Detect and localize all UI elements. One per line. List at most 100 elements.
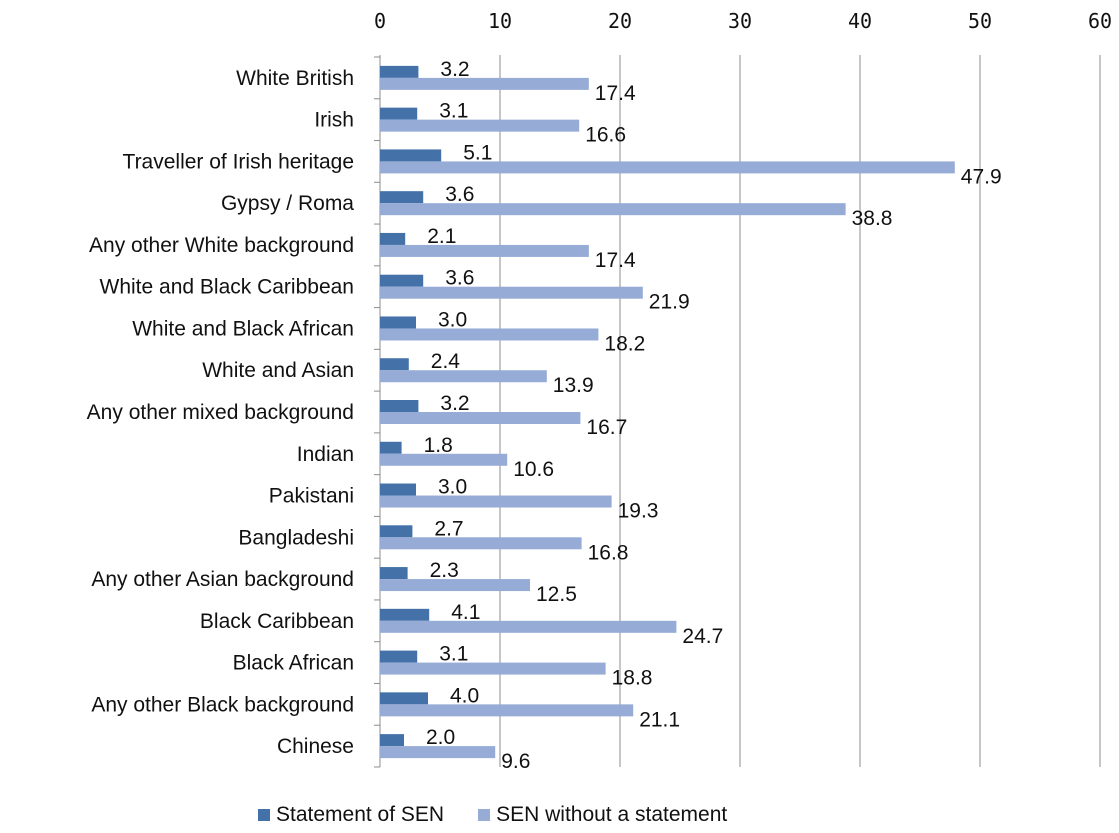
legend-label-series-1: Statement of SEN	[276, 803, 445, 826]
category-label: Chinese	[277, 735, 354, 758]
gridlines	[374, 55, 1101, 768]
bar-statement	[380, 608, 430, 621]
category-label: White British	[236, 67, 354, 90]
data-label-without-statement: 47.9	[961, 165, 1002, 188]
bar-statement	[380, 650, 418, 663]
bar-statement	[380, 358, 409, 371]
data-label-statement: 3.1	[439, 100, 468, 123]
data-label-statement: 4.1	[451, 601, 480, 624]
bar-without-statement	[380, 704, 634, 717]
category-label: Any other mixed background	[87, 401, 354, 424]
x-tick-label: 10	[488, 9, 512, 33]
category-label: Indian	[297, 443, 354, 466]
bar-statement	[380, 232, 406, 245]
bar-without-statement	[380, 244, 589, 257]
x-tick-label: 40	[848, 9, 872, 33]
category-label: Irish	[314, 109, 354, 132]
legend-swatch-series-2	[478, 809, 491, 821]
data-label-statement: 2.4	[431, 350, 461, 373]
bar-without-statement	[380, 746, 496, 759]
data-label-statement: 3.6	[445, 267, 474, 290]
bar-without-statement	[380, 161, 955, 174]
data-label-without-statement: 16.7	[586, 416, 627, 439]
bar-without-statement	[380, 286, 643, 299]
data-label-without-statement: 24.7	[682, 625, 723, 648]
category-label: White and Asian	[202, 359, 354, 382]
bar-statement	[380, 567, 408, 580]
data-label-without-statement: 18.2	[604, 332, 645, 355]
category-label: White and Black Caribbean	[100, 276, 354, 299]
data-label-without-statement: 18.8	[612, 667, 653, 690]
bar-statement	[380, 316, 416, 329]
x-tick-label: 0	[374, 9, 386, 33]
data-label-statement: 3.6	[445, 183, 474, 206]
legend-item-series-2: SEN without a statement	[478, 803, 727, 827]
data-label-without-statement: 17.4	[595, 249, 636, 272]
x-tick-label: 20	[608, 9, 632, 33]
bar-statement	[380, 525, 413, 538]
bar-without-statement	[380, 495, 612, 508]
category-label: Pakistani	[269, 485, 354, 508]
bar-statement	[380, 441, 402, 454]
legend: Statement of SEN SEN without a statement	[258, 803, 727, 827]
bar-statement	[380, 107, 418, 120]
bar-without-statement	[380, 662, 606, 675]
data-label-without-statement: 16.6	[585, 124, 626, 147]
data-label-statement: 1.8	[424, 434, 453, 457]
data-label-statement: 5.1	[463, 141, 492, 164]
category-label: Black African	[233, 652, 354, 675]
x-tick-label: 60	[1088, 9, 1112, 33]
bar-without-statement	[380, 203, 846, 216]
x-tick-labels: 0 10 20 30 40 50 60	[374, 9, 1112, 33]
data-label-without-statement: 19.3	[618, 500, 659, 523]
data-label-without-statement: 21.1	[639, 708, 680, 731]
category-label: Any other Asian background	[91, 568, 354, 591]
legend-swatch-series-1	[258, 809, 270, 821]
bar-without-statement	[380, 328, 599, 341]
category-label: Gypsy / Roma	[221, 192, 354, 215]
bar-statement	[380, 734, 404, 747]
bar-statement	[380, 65, 419, 78]
bar-statement	[380, 400, 419, 412]
data-label-without-statement: 10.6	[513, 458, 554, 481]
data-label-without-statement: 16.8	[588, 541, 629, 564]
category-label: Traveller of Irish heritage	[123, 150, 354, 173]
data-label-statement: 3.2	[440, 392, 469, 415]
bar-statement	[380, 149, 442, 162]
x-tick-label: 50	[968, 9, 992, 33]
data-label-without-statement: 13.9	[553, 374, 594, 397]
data-label-statement: 3.1	[439, 643, 468, 666]
data-label-statement: 2.7	[434, 517, 463, 540]
bar-without-statement	[380, 537, 582, 550]
data-label-statement: 3.0	[438, 476, 467, 499]
data-label-statement: 4.0	[450, 684, 479, 707]
data-label-without-statement: 38.8	[852, 207, 893, 230]
bar-without-statement	[380, 453, 508, 466]
bar-without-statement	[380, 77, 589, 90]
bar-chart: 0 10 20 30 40 50 60 White British Irish Travelle…	[87, 9, 1112, 773]
bar-statement	[380, 274, 424, 287]
category-labels: White British Irish Traveller of Irish her…	[87, 67, 355, 758]
legend-item-series-1: Statement of SEN	[258, 803, 444, 827]
data-label-without-statement: 9.6	[501, 750, 530, 773]
category-label: Black Caribbean	[200, 610, 354, 633]
data-label-statement: 3.0	[438, 308, 467, 331]
bar-without-statement	[380, 370, 547, 383]
bar-statement	[380, 483, 416, 496]
data-label-without-statement: 21.9	[649, 291, 690, 314]
bar-statement	[380, 191, 424, 204]
category-label: Any other White background	[89, 234, 354, 257]
data-label-without-statement: 17.4	[595, 82, 636, 105]
data-label-without-statement: 12.5	[536, 583, 577, 606]
bar-without-statement	[380, 412, 581, 424]
data-label-statement: 2.3	[430, 559, 459, 582]
data-labels: 3.2 17.4 3.1 16.6 5.1 47.9 3.6 38.8 2.1 17.4 3.6 21…	[424, 58, 1002, 773]
bar-without-statement	[380, 119, 580, 132]
bar-statement	[380, 692, 428, 705]
bars	[380, 65, 955, 759]
data-label-statement: 2.1	[427, 225, 456, 248]
legend-label-series-2: SEN without a statement	[496, 803, 728, 826]
data-label-statement: 3.2	[440, 58, 469, 81]
x-tick-label: 30	[728, 9, 752, 33]
bar-without-statement	[380, 579, 530, 592]
